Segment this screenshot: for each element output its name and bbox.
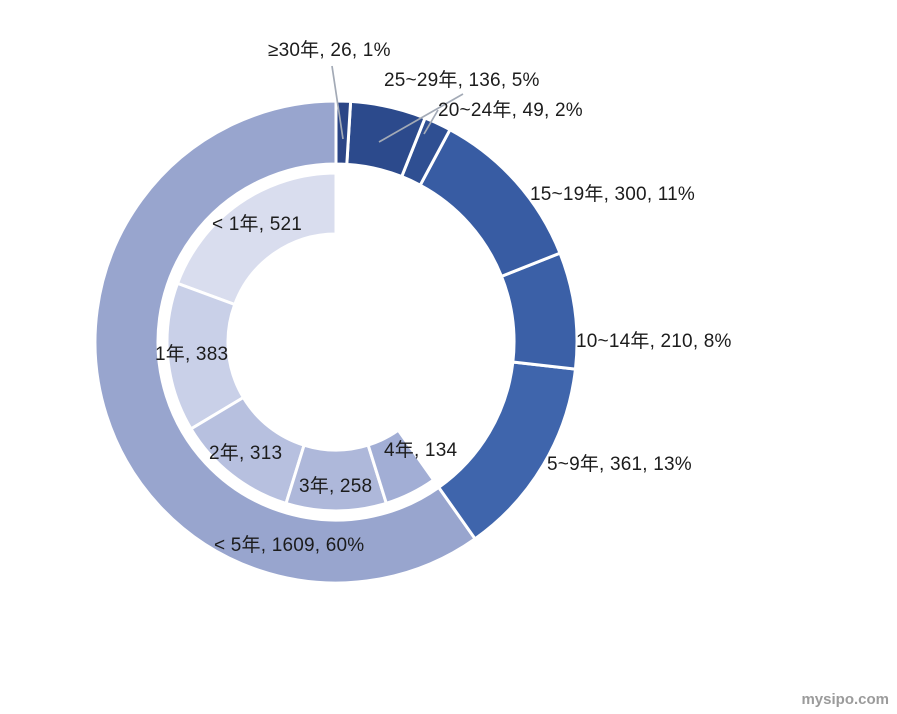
- inner-slice-4: [366, 428, 436, 506]
- label-3y: 3年, 258: [299, 476, 373, 497]
- outer-slice-1: [436, 360, 578, 541]
- label-lt-1y: < 1年, 521: [212, 214, 302, 235]
- label-5-9y: 5~9年, 361, 13%: [547, 454, 692, 475]
- label-lt-5y: < 5年, 1609, 60%: [214, 535, 365, 556]
- label-2y: 2年, 313: [209, 443, 283, 464]
- label-ge-30y: ≥30年, 26, 1%: [268, 40, 391, 61]
- label-10-14y: 10~14年, 210, 8%: [576, 331, 732, 352]
- inner-slice-1: [165, 281, 246, 431]
- label-25-29y: 25~29年, 136, 5%: [384, 70, 540, 91]
- label-1y: 1年, 383: [155, 344, 229, 365]
- inner-slice-3: [284, 443, 389, 513]
- watermark: mysipo.com: [801, 691, 889, 708]
- label-20-24y: 20~24年, 49, 2%: [438, 100, 583, 121]
- outer-slice-4: [399, 116, 453, 188]
- label-15-19y: 15~19年, 300, 11%: [530, 184, 695, 205]
- leader-line-ge30y: [331, 65, 344, 140]
- inner-slice-2: [188, 395, 306, 506]
- outer-slice-3: [418, 127, 562, 279]
- outer-slice-2: [499, 251, 579, 371]
- label-4y: 4年, 134: [384, 440, 458, 461]
- leader-line-20-24y: [423, 109, 439, 135]
- leader-line-25-29y: [378, 93, 464, 143]
- inner-slice-0: [175, 171, 338, 307]
- outer-slice-0: [93, 99, 478, 585]
